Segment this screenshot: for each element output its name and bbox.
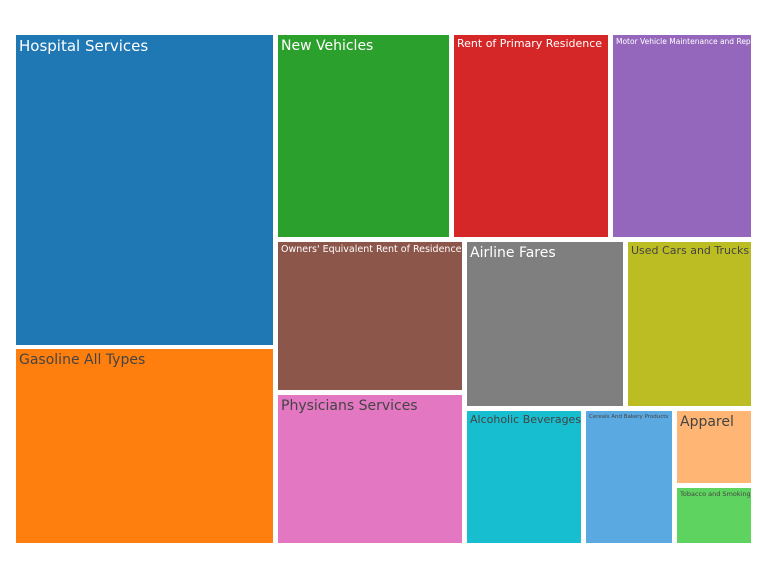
treemap-tile-airline-fares[interactable]: Airline Fares xyxy=(467,242,623,406)
treemap-tile-label: Physicians Services xyxy=(281,398,418,414)
treemap-tile-label: New Vehicles xyxy=(281,38,374,54)
treemap-tile-label: Rent of Primary Residence xyxy=(457,37,603,50)
treemap-tile-label: Owners' Equivalent Rent of Residences xyxy=(281,244,462,255)
treemap-tile-used-cars-and-trucks[interactable]: Used Cars and Trucks xyxy=(628,242,751,406)
treemap-tile-gasoline-all-types[interactable]: Gasoline All Types xyxy=(16,349,273,543)
treemap-tile-alcoholic-beverages[interactable]: Alcoholic Beverages xyxy=(467,411,581,543)
treemap-tile-label: Cereals And Bakery Products xyxy=(589,414,669,420)
treemap-tile-motor-vehicle-maintenance-and-repair[interactable]: Motor Vehicle Maintenance and Repair xyxy=(613,35,751,237)
treemap-tile-hospital-services[interactable]: Hospital Services xyxy=(16,35,273,345)
treemap-tile-label: Tobacco and Smoking xyxy=(680,490,751,498)
treemap-tile-cereals-and-bakery-products[interactable]: Cereals And Bakery Products xyxy=(586,411,672,543)
treemap-tile-rent-of-primary-residence[interactable]: Rent of Primary Residence xyxy=(454,35,608,237)
treemap-tile-label: Hospital Services xyxy=(19,37,149,55)
treemap-tile-label: Used Cars and Trucks xyxy=(631,244,750,257)
treemap-tile-label: Gasoline All Types xyxy=(19,352,146,368)
treemap-tile-apparel[interactable]: Apparel xyxy=(677,411,751,483)
treemap-tile-label: Alcoholic Beverages xyxy=(470,413,581,426)
treemap-tile-label: Airline Fares xyxy=(470,245,556,261)
treemap-tile-physicians-services[interactable]: Physicians Services xyxy=(278,395,462,543)
treemap-tile-tobacco-and-smoking[interactable]: Tobacco and Smoking xyxy=(677,488,751,543)
treemap-tile-new-vehicles[interactable]: New Vehicles xyxy=(278,35,449,237)
treemap-tile-label: Apparel xyxy=(680,414,734,430)
treemap-tile-owners-equivalent-rent-of-residences[interactable]: Owners' Equivalent Rent of Residences xyxy=(278,242,462,390)
treemap-tile-label: Motor Vehicle Maintenance and Repair xyxy=(616,37,751,46)
